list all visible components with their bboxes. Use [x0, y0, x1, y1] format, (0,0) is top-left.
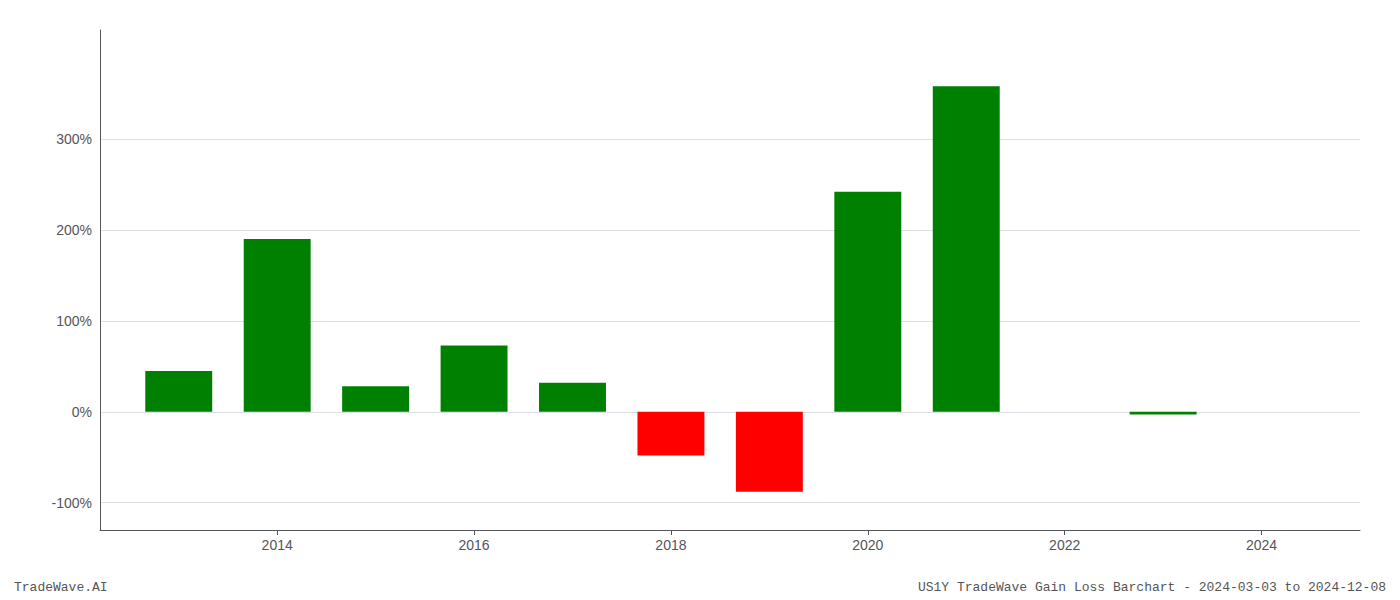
svg-text:2016: 2016	[458, 537, 489, 553]
svg-text:2014: 2014	[262, 537, 293, 553]
svg-text:300%: 300%	[56, 131, 92, 147]
svg-text:200%: 200%	[56, 222, 92, 238]
svg-text:-100%: -100%	[52, 495, 92, 511]
svg-text:0%: 0%	[72, 404, 92, 420]
svg-text:TradeWave.AI: TradeWave.AI	[14, 580, 108, 595]
svg-text:2024: 2024	[1246, 537, 1277, 553]
svg-text:2022: 2022	[1049, 537, 1080, 553]
svg-text:2018: 2018	[655, 537, 686, 553]
svg-text:US1Y TradeWave Gain Loss Barch: US1Y TradeWave Gain Loss Barchart - 2024…	[918, 580, 1386, 595]
svg-text:100%: 100%	[56, 313, 92, 329]
svg-text:2020: 2020	[852, 537, 883, 553]
